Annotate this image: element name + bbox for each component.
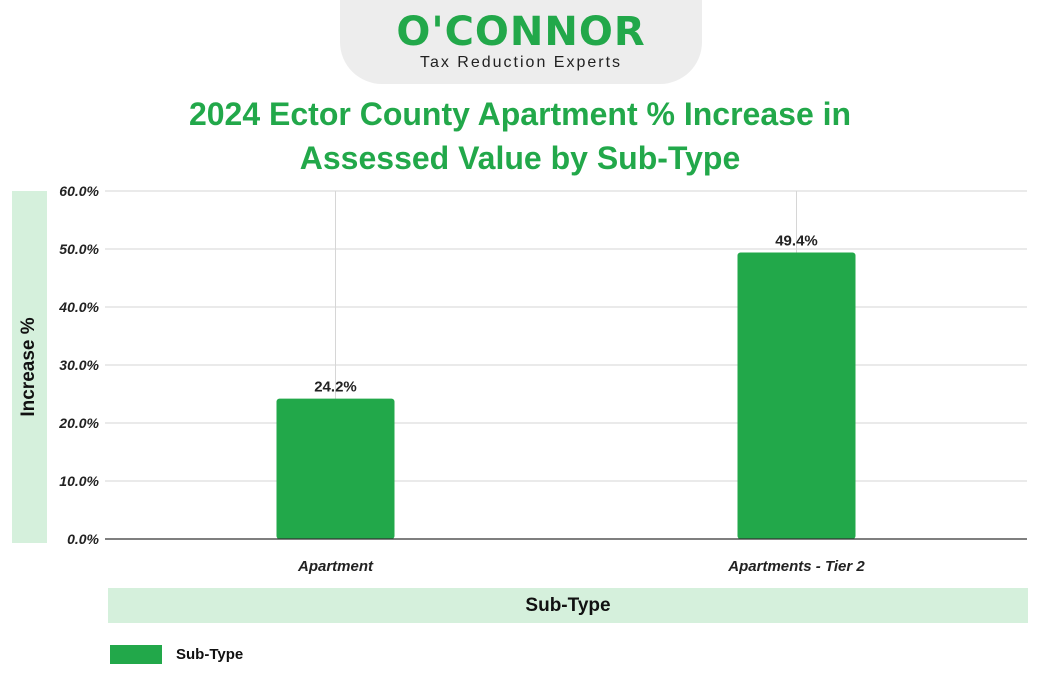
logo-badge: O'CONNOR Tax Reduction Experts [340, 0, 702, 84]
legend-swatch [110, 644, 162, 664]
y-tick-label: 20.0% [58, 415, 99, 431]
bar [276, 398, 395, 539]
chart-title-line-2: Assessed Value by Sub-Type [299, 140, 741, 176]
logo-wordmark: O'CONNOR [396, 9, 646, 55]
y-tick-label: 40.0% [58, 299, 99, 315]
y-tick-label: 60.0% [59, 183, 99, 199]
x-tick-label: Apartment [297, 558, 374, 575]
legend: Sub-Type [110, 644, 243, 664]
legend-label: Sub-Type [176, 645, 244, 663]
bar [737, 252, 856, 540]
data-label: 49.4% [775, 232, 818, 249]
data-label: 24.2% [314, 379, 357, 396]
y-tick-label: 0.0% [67, 531, 99, 547]
logo-tagline: Tax Reduction Experts [419, 54, 623, 71]
x-tick-label: Apartments - Tier 2 [727, 558, 865, 575]
x-axis-label: Sub-Type [108, 588, 1028, 623]
chart-title: 2024 Ector County Apartment % Increase i… [100, 92, 940, 180]
y-tick-label: 10.0% [59, 473, 99, 489]
chart-title-line-1: 2024 Ector County Apartment % Increase i… [188, 96, 852, 132]
y-tick-label: 50.0% [59, 241, 99, 257]
y-tick-label: 30.0% [59, 357, 99, 373]
y-axis-label-band [12, 191, 47, 543]
